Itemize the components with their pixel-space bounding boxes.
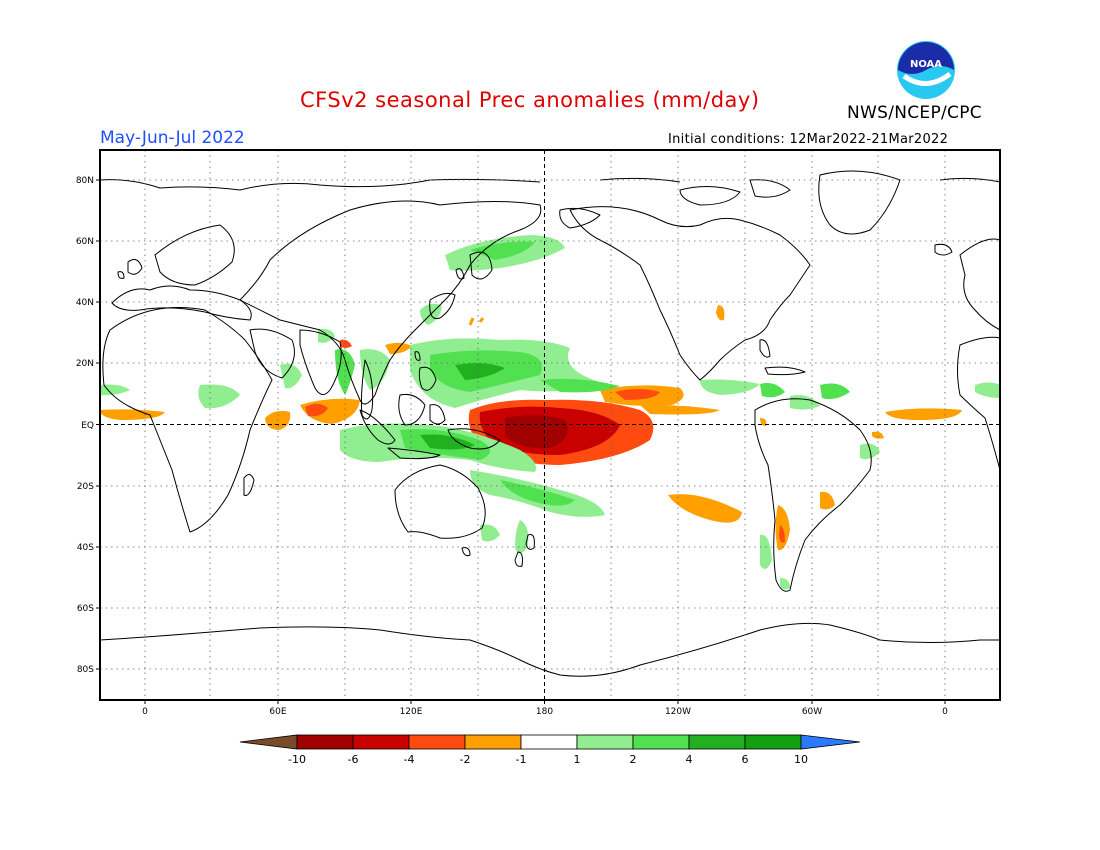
colorbar-arrow-right bbox=[800, 734, 861, 750]
longitude-axis: 0 60E 120E 180 120W 60W 0 bbox=[142, 700, 948, 717]
colorbar-swatch bbox=[744, 734, 802, 750]
colorbar-swatch bbox=[688, 734, 746, 750]
wet-anomaly-layer bbox=[100, 235, 1000, 590]
lon-tick-label: 60W bbox=[802, 707, 822, 717]
coastline-layer bbox=[100, 170, 1000, 677]
dry-anomaly-layer bbox=[100, 305, 962, 551]
lat-tick-label: 80N bbox=[76, 176, 94, 186]
lat-tick-label: 40S bbox=[77, 543, 94, 553]
colorbar-label: -6 bbox=[348, 753, 359, 766]
lat-tick-label: 60S bbox=[77, 604, 94, 614]
color-bar: -10 -6 -4 -2 -1 1 2 4 6 10 bbox=[239, 734, 861, 766]
logo-text: NOAA bbox=[910, 59, 942, 70]
colorbar-swatch bbox=[296, 734, 354, 750]
lat-tick-label: 60N bbox=[76, 237, 94, 247]
colorbar-label: -2 bbox=[460, 753, 471, 766]
lat-tick-label: 80S bbox=[77, 665, 94, 675]
lon-tick-label: 60E bbox=[269, 707, 286, 717]
colorbar-label: -10 bbox=[288, 753, 306, 766]
latitude-axis: 80N 60N 40N 20N EQ 20S 40S 60S 80S bbox=[76, 176, 100, 675]
colorbar-label: -4 bbox=[404, 753, 415, 766]
noaa-logo-icon: NOAA bbox=[897, 41, 955, 99]
colorbar-arrow-left bbox=[239, 734, 298, 750]
colorbar-swatch bbox=[408, 734, 466, 750]
lat-tick-label: 20S bbox=[77, 482, 94, 492]
colorbar-swatch bbox=[352, 734, 410, 750]
colorbar-swatch bbox=[576, 734, 634, 750]
colorbar-swatch bbox=[520, 734, 578, 750]
initial-conditions-label: Initial conditions: 12Mar2022-21Mar2022 bbox=[668, 132, 949, 147]
colorbar-label: 4 bbox=[686, 753, 693, 766]
lat-tick-label: 20N bbox=[76, 359, 94, 369]
colorbar-swatch bbox=[464, 734, 522, 750]
lon-tick-label: 0 bbox=[142, 707, 148, 717]
colorbar-label: -1 bbox=[516, 753, 527, 766]
lon-tick-label: 120E bbox=[400, 707, 423, 717]
lat-tick-label: 40N bbox=[76, 298, 94, 308]
lon-tick-label: 0 bbox=[942, 707, 948, 717]
colorbar-label: 10 bbox=[794, 753, 808, 766]
colorbar-label: 2 bbox=[630, 753, 637, 766]
colorbar-label: 6 bbox=[742, 753, 749, 766]
lon-tick-label: 180 bbox=[536, 707, 553, 717]
organization-label: NWS/NCEP/CPC bbox=[847, 103, 982, 123]
lat-tick-label: EQ bbox=[81, 421, 94, 431]
colorbar-swatch bbox=[632, 734, 690, 750]
lon-tick-label: 120W bbox=[665, 707, 691, 717]
colorbar-label: 1 bbox=[574, 753, 581, 766]
season-label: May-Jun-Jul 2022 bbox=[100, 128, 245, 148]
map-title: CFSv2 seasonal Prec anomalies (mm/day) bbox=[300, 88, 760, 112]
